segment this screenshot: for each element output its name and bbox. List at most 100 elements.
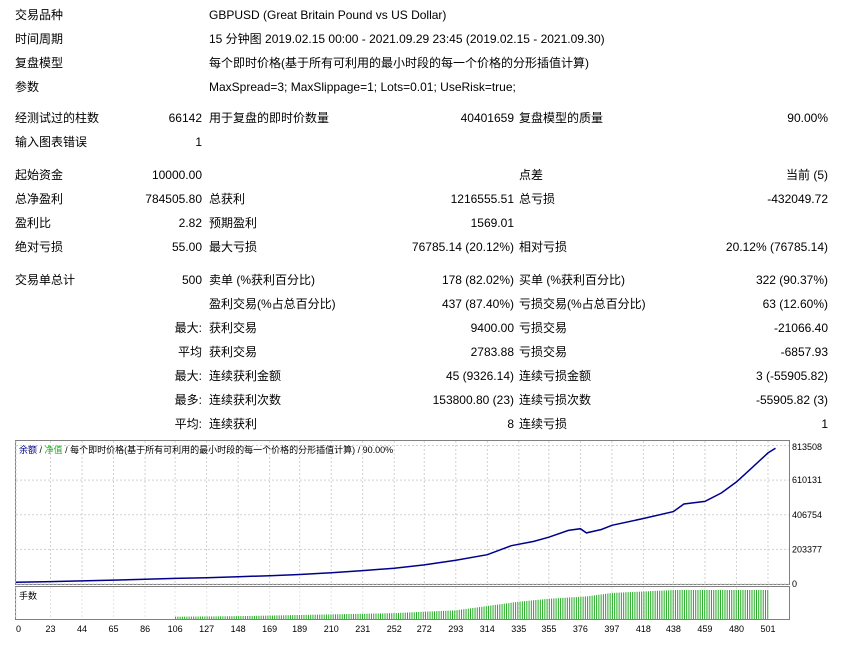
volume-bar <box>461 609 463 619</box>
volume-bar <box>359 613 361 619</box>
volume-bar <box>206 616 208 619</box>
volume-bar <box>269 615 271 619</box>
volume-bar <box>555 598 557 619</box>
x-tick-label: 501 <box>760 624 775 634</box>
volume-bar <box>283 615 285 619</box>
average-consecutive-wins-label: 连续获利 <box>209 417 258 431</box>
short-trades-value: 178 (82.02%) <box>441 273 514 287</box>
volume-bar <box>629 592 631 619</box>
volume-bar <box>562 597 564 619</box>
volume-bar <box>591 595 593 619</box>
volume-bar <box>681 590 683 619</box>
volume-bar <box>656 590 658 619</box>
average-label: 平均 <box>177 345 202 359</box>
x-tick-label: 44 <box>77 624 87 634</box>
volume-bar <box>620 592 622 619</box>
volume-bar <box>240 616 242 619</box>
volume-bar <box>184 616 186 619</box>
volume-bar <box>701 590 703 619</box>
volume-bar <box>535 600 537 619</box>
volume-bar <box>208 616 210 619</box>
volume-bar <box>623 592 625 619</box>
volume-bar <box>609 593 611 619</box>
volume-bar <box>373 613 375 619</box>
x-tick-label: 397 <box>604 624 619 634</box>
volume-bar <box>492 605 494 619</box>
x-tick-label: 293 <box>448 624 463 634</box>
volume-bar <box>719 590 721 619</box>
volume-bar <box>386 613 388 619</box>
volume-bar <box>321 614 323 619</box>
ticks-value: 40401659 <box>460 111 514 125</box>
volume-bar <box>674 590 676 619</box>
volume-bar <box>292 615 294 619</box>
volume-bar <box>314 614 316 619</box>
volume-bar <box>598 594 600 619</box>
volume-bar <box>467 608 469 619</box>
short-trades-label: 卖单 (%获利百分比) <box>209 273 315 287</box>
volume-bar <box>506 603 508 619</box>
volume-bar <box>256 615 258 619</box>
volume-bar <box>429 611 431 619</box>
volume-bar <box>186 616 188 619</box>
volume-bar <box>652 591 654 619</box>
volume-bar <box>456 610 458 619</box>
volume-bar <box>301 614 303 619</box>
volume-bar <box>343 614 345 619</box>
volume-bar <box>175 616 177 619</box>
volume-bar <box>231 616 233 619</box>
volume-bar <box>580 596 582 619</box>
volume-bar <box>278 615 280 619</box>
gross-profit-label: 总获利 <box>209 192 246 206</box>
volume-bar <box>479 607 481 619</box>
volume-bar <box>229 616 231 619</box>
volume-bar <box>366 613 368 619</box>
quality-label: 复盘模型的质量 <box>519 111 604 125</box>
volume-bar <box>715 590 717 619</box>
maximal-consecutive-label: 最多: <box>174 393 202 407</box>
volume-bar <box>767 590 769 619</box>
volume-bar <box>262 615 264 619</box>
gross-loss-value: -432049.72 <box>767 192 828 206</box>
volume-bar <box>695 590 697 619</box>
volume-bar <box>706 590 708 619</box>
volume-bar <box>310 614 312 619</box>
volume-bar <box>413 612 415 619</box>
total-trades-label: 交易单总计 <box>15 273 76 287</box>
profit-factor-value: 2.82 <box>178 216 202 230</box>
volume-bar <box>564 597 566 619</box>
volume-bar <box>704 590 706 619</box>
maximal-consecutive-wins-value: 153800.80 (23) <box>432 393 514 407</box>
volume-bar <box>560 598 562 619</box>
volume-bar <box>600 594 602 619</box>
volume-bar <box>260 615 262 619</box>
volume-bar <box>713 590 715 619</box>
volume-bar <box>728 590 730 619</box>
x-tick-label: 0 <box>16 624 21 634</box>
volume-bar <box>512 602 514 619</box>
volume-bar <box>397 612 399 619</box>
volume-bar <box>271 615 273 619</box>
legend-balance: 余额 <box>19 444 37 455</box>
average-consecutive-wins-value: 8 <box>507 417 514 431</box>
volume-bar <box>217 616 219 619</box>
volume-bar <box>370 613 372 619</box>
expected-payoff-label: 预期盈利 <box>209 216 258 230</box>
volume-bar <box>566 597 568 619</box>
volume-bar <box>526 600 528 619</box>
x-tick-label: 148 <box>231 624 246 634</box>
volume-bar <box>190 616 192 619</box>
volume-bar <box>197 616 199 619</box>
y-tick-label: 0 <box>792 579 797 589</box>
volume-bar <box>179 616 181 619</box>
long-trades-value: 322 (90.37%) <box>755 273 828 287</box>
params-value: MaxSpread=3; MaxSlippage=1; Lots=0.01; U… <box>209 80 516 94</box>
volume-bar <box>253 615 255 619</box>
volume-bar <box>195 616 197 619</box>
volume-bar <box>548 598 550 619</box>
x-tick-label: 231 <box>355 624 370 634</box>
volume-bar <box>632 591 634 619</box>
volume-bar <box>485 606 487 619</box>
volume-bar <box>521 601 523 619</box>
volume-bar <box>659 590 661 619</box>
